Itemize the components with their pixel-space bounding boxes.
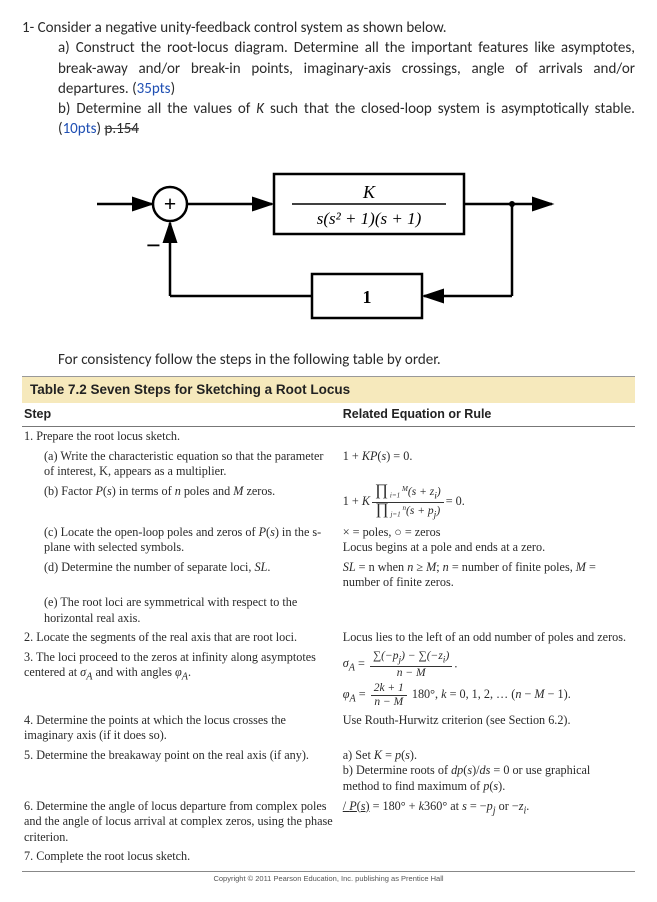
- copyright: Copyright © 2011 Pearson Education, Inc.…: [22, 871, 635, 884]
- step-cell: 7. Complete the root locus sketch.: [22, 847, 341, 867]
- table-row: 2. Locate the segments of the real axis …: [22, 628, 635, 648]
- part-b-label: b): [58, 100, 70, 118]
- table-row: (c) Locate the open-loop poles and zeros…: [22, 523, 635, 558]
- rule-cell: Locus lies to the left of an odd number …: [341, 628, 635, 648]
- rule-cell: 1 + KP(s) = 0.: [341, 447, 635, 482]
- steps-table: Step Related Equation or Rule 1. Prepare…: [22, 403, 635, 867]
- table-title: Table 7.2 Seven Steps for Sketching a Ro…: [22, 376, 635, 403]
- part-a-pts: 35pts: [137, 80, 171, 98]
- rule-cell: × = poles, ○ = zerosLocus begins at a po…: [341, 523, 635, 558]
- rule-cell: / P(s) = 180° + k360° at s = −pj or −zi.: [341, 797, 635, 848]
- step-cell: (b) Factor P(s) in terms of n poles and …: [22, 482, 341, 523]
- step-cell: 5. Determine the breakaway point on the …: [22, 746, 341, 797]
- part-a-close: ): [171, 80, 176, 98]
- rule-cell: SL = n when n ≥ M; n = number of finite …: [341, 558, 635, 593]
- table-row: 1. Prepare the root locus sketch.: [22, 427, 635, 447]
- rule-cell: σA = ∑(−pj) − ∑(−zi)n − M.φA = 2k + 1n −…: [341, 648, 635, 711]
- tf-numer: K: [362, 182, 376, 202]
- step-cell: 1. Prepare the root locus sketch.: [22, 427, 341, 447]
- feedback-gain: 1: [363, 287, 372, 307]
- control-diagram-svg: + K s(s² + 1)(s + 1) 1 −: [92, 156, 562, 336]
- table-row: (a) Write the characteristic equation so…: [22, 447, 635, 482]
- part-b: b) Determine all the values of K such th…: [58, 99, 635, 140]
- rule-cell: 1 + K ∏ i=1 M(s + zi)∏ j=1 n(s + pj) = 0…: [341, 482, 635, 523]
- rule-cell: [341, 847, 635, 867]
- table-row: 6. Determine the angle of locus departur…: [22, 797, 635, 848]
- step-cell: 4. Determine the points at which the loc…: [22, 711, 341, 746]
- part-b-text1: Determine all the values of: [76, 100, 256, 118]
- step-cell: 6. Determine the angle of locus departur…: [22, 797, 341, 848]
- question-block: 1- Consider a negative unity-feedback co…: [22, 18, 635, 140]
- strike-text: p.154: [104, 120, 138, 138]
- q-intro: Consider a negative unity-feedback contr…: [38, 19, 447, 37]
- step-cell: (d) Determine the number of separate loc…: [22, 558, 341, 593]
- part-b-K: K: [256, 100, 264, 118]
- svg-text:−: −: [146, 231, 161, 260]
- table-row: 7. Complete the root locus sketch.: [22, 847, 635, 867]
- part-b-pts: 10pts: [63, 120, 97, 138]
- tf-denom: s(s² + 1)(s + 1): [317, 209, 422, 228]
- table-row: (b) Factor P(s) in terms of n poles and …: [22, 482, 635, 523]
- block-diagram: + K s(s² + 1)(s + 1) 1 −: [92, 156, 635, 342]
- consistency-note: For consistency follow the steps in the …: [58, 350, 635, 370]
- q-number: 1-: [22, 19, 34, 37]
- rule-cell: Use Routh-Hurwitz criterion (see Section…: [341, 711, 635, 746]
- svg-text:+: +: [164, 191, 177, 216]
- rule-cell: [341, 593, 635, 628]
- step-cell: (e) The root loci are symmetrical with r…: [22, 593, 341, 628]
- table-row: (d) Determine the number of separate loc…: [22, 558, 635, 593]
- table-row: 5. Determine the breakaway point on the …: [22, 746, 635, 797]
- step-cell: (c) Locate the open-loop poles and zeros…: [22, 523, 341, 558]
- rule-cell: [341, 427, 635, 447]
- step-cell: 3. The loci proceed to the zeros at infi…: [22, 648, 341, 711]
- table-row: 3. The loci proceed to the zeros at infi…: [22, 648, 635, 711]
- table-row: 4. Determine the points at which the loc…: [22, 711, 635, 746]
- step-cell: (a) Write the characteristic equation so…: [22, 447, 341, 482]
- part-a-label: a): [58, 39, 70, 57]
- rule-cell: a) Set K = p(s).b) Determine roots of dp…: [341, 746, 635, 797]
- th-step: Step: [22, 403, 341, 426]
- part-a: a) Construct the root-locus diagram. Det…: [58, 38, 635, 99]
- table-row: (e) The root loci are symmetrical with r…: [22, 593, 635, 628]
- th-rule: Related Equation or Rule: [341, 403, 635, 426]
- step-cell: 2. Locate the segments of the real axis …: [22, 628, 341, 648]
